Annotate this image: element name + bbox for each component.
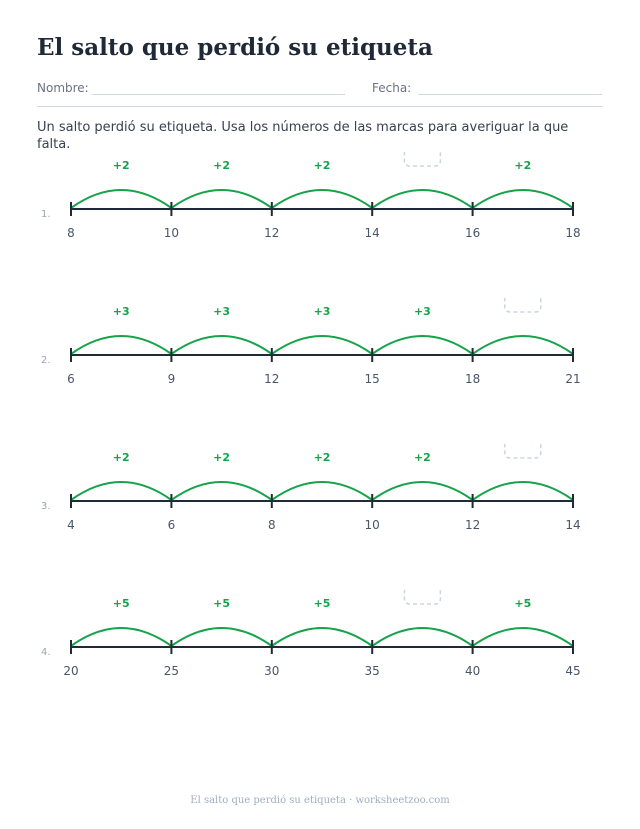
- jump-arc: [371, 189, 474, 209]
- missing-jump-box[interactable]: [403, 152, 442, 167]
- tick-label: 30: [264, 664, 279, 678]
- tick-label: 12: [264, 372, 279, 386]
- problem-number: 3.: [41, 501, 51, 512]
- jump-arc: [170, 627, 273, 647]
- number-line: +2 +2 +2 +2 8 10 12 14 16 18: [67, 152, 581, 240]
- header-divider: [37, 106, 602, 107]
- tick-label: 6: [67, 372, 75, 386]
- jump-label: +2: [314, 159, 331, 172]
- jump-arc: [70, 481, 172, 501]
- tick-label: 40: [465, 664, 480, 678]
- jump-arc: [70, 627, 172, 647]
- jump-arc: [271, 481, 373, 501]
- jump-arc: [371, 335, 474, 355]
- problem-3: 3. +2 +2 +2 +2 4 6 8 10 12 14: [0, 444, 640, 564]
- problem-1: 1. +2 +2 +2 +2 8 10 12 14 16 18: [0, 152, 640, 272]
- tick-label: 20: [63, 664, 78, 678]
- problem-number: 1.: [41, 209, 51, 220]
- jump-arc: [70, 335, 172, 355]
- tick-label: 15: [365, 372, 380, 386]
- tick-label: 10: [365, 518, 380, 532]
- jump-arc: [472, 335, 574, 355]
- tick-label: 25: [164, 664, 179, 678]
- jump-arc: [472, 189, 574, 209]
- date-field[interactable]: [418, 94, 602, 95]
- missing-jump-box[interactable]: [403, 590, 442, 605]
- tick-label: 10: [164, 226, 179, 240]
- problem-4: 4. +5 +5 +5 +5 20 25 30 35 40 45: [0, 590, 640, 710]
- jump-label: +5: [113, 597, 130, 610]
- instructions: Un salto perdió su etiqueta. Usa los núm…: [37, 120, 569, 152]
- problem-number: 2.: [41, 355, 51, 366]
- number-line: +2 +2 +2 +2 4 6 8 10 12 14: [67, 444, 581, 532]
- jump-label: +5: [213, 597, 230, 610]
- jump-label: +2: [514, 159, 531, 172]
- tick-label: 16: [465, 226, 480, 240]
- tick-label: 45: [565, 664, 580, 678]
- tick-label: 9: [168, 372, 176, 386]
- jump-label: +3: [414, 305, 431, 318]
- name-label: Nombre:: [37, 81, 89, 95]
- tick-label: 4: [67, 518, 75, 532]
- tick-label: 12: [264, 226, 279, 240]
- jump-label: +3: [314, 305, 331, 318]
- jump-label: +2: [113, 451, 130, 464]
- number-line: +5 +5 +5 +5 20 25 30 35 40 45: [63, 590, 581, 678]
- jump-arc: [70, 189, 172, 209]
- jump-label: +2: [213, 159, 230, 172]
- jump-arc: [271, 335, 373, 355]
- tick-label: 18: [565, 226, 580, 240]
- jump-arc: [170, 335, 273, 355]
- tick-label: 14: [565, 518, 580, 532]
- jump-label: +2: [314, 451, 331, 464]
- jump-label: +2: [414, 451, 431, 464]
- missing-jump-box[interactable]: [504, 298, 542, 313]
- tick-label: 21: [565, 372, 580, 386]
- page-title: El salto que perdió su etiqueta: [37, 34, 433, 61]
- missing-jump-box[interactable]: [504, 444, 542, 459]
- jump-arc: [371, 627, 474, 647]
- jump-arc: [472, 481, 574, 501]
- date-label: Fecha:: [372, 81, 412, 95]
- jump-arc: [271, 627, 373, 647]
- jump-label: +5: [314, 597, 331, 610]
- jump-label: +3: [213, 305, 230, 318]
- tick-label: 35: [365, 664, 380, 678]
- jump-arc: [371, 481, 474, 501]
- tick-label: 18: [465, 372, 480, 386]
- jump-label: +2: [213, 451, 230, 464]
- problem-number: 4.: [41, 647, 51, 658]
- problem-2: 2. +3 +3 +3 +3 6 9 12 15 18 21: [0, 298, 640, 418]
- tick-label: 12: [465, 518, 480, 532]
- footer: El salto que perdió su etiqueta · worksh…: [190, 795, 450, 806]
- number-line: +3 +3 +3 +3 6 9 12 15 18 21: [67, 298, 581, 386]
- jump-arc: [271, 189, 373, 209]
- name-field[interactable]: [92, 94, 345, 95]
- jump-label: +3: [113, 305, 130, 318]
- tick-label: 6: [168, 518, 176, 532]
- jump-label: +5: [514, 597, 531, 610]
- tick-label: 8: [67, 226, 75, 240]
- jump-arc: [170, 189, 273, 209]
- tick-label: 8: [268, 518, 276, 532]
- jump-arc: [472, 627, 574, 647]
- tick-label: 14: [365, 226, 380, 240]
- jump-arc: [170, 481, 273, 501]
- jump-label: +2: [113, 159, 130, 172]
